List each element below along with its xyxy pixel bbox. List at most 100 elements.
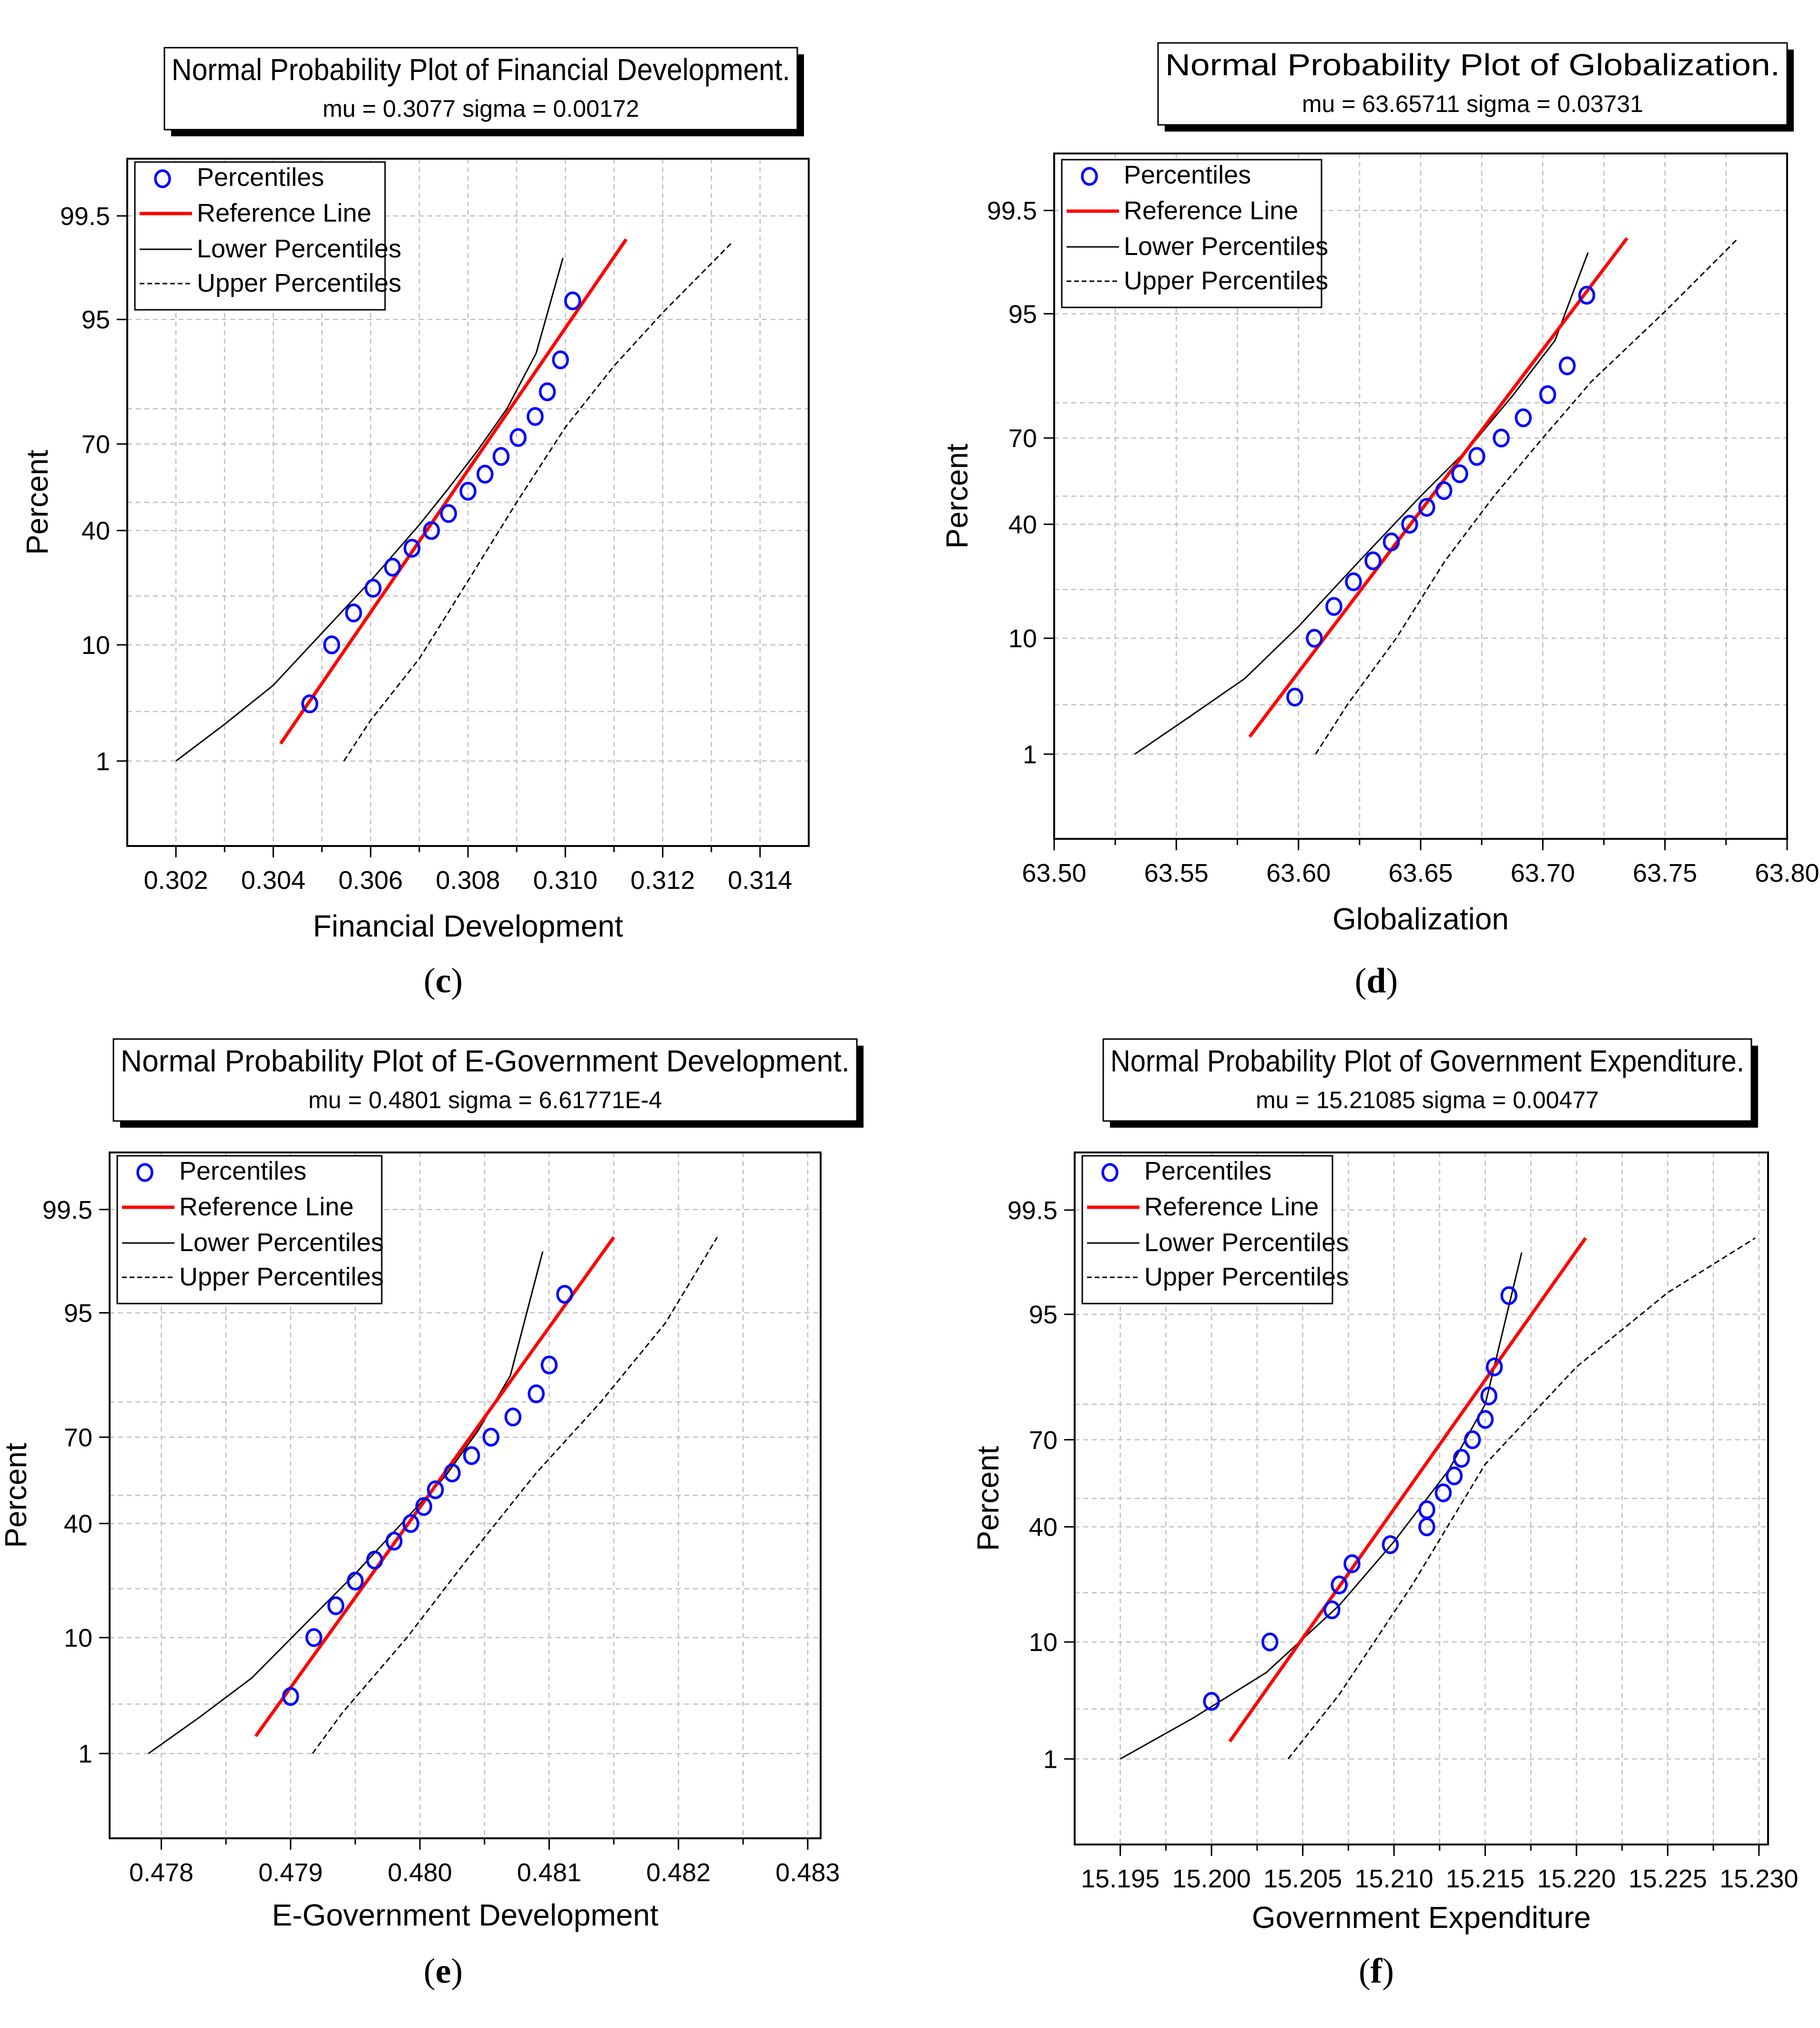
- reference-line: [279, 238, 628, 745]
- percentile-point: [301, 694, 318, 713]
- x-axis-label: E-Government Development: [272, 1898, 658, 1932]
- percentile-point: [540, 1355, 558, 1375]
- percentile-point: [1468, 447, 1485, 466]
- x-tick-label: 63.55: [1144, 859, 1209, 887]
- legend-lower-label: Lower Percentiles: [1144, 1228, 1349, 1257]
- legend-percentiles-marker: [154, 169, 171, 188]
- lower-percentiles-line: [175, 257, 564, 762]
- legend-percentiles-marker: [136, 1163, 153, 1182]
- x-axis-ticks: 15.195 15.200 15.205 15.210 15.215 15.220 15.2…: [1081, 1845, 1798, 1893]
- y-tick-label: 1: [1043, 1745, 1057, 1774]
- upper-percentiles-line: [343, 243, 732, 762]
- x-tick-label: 0.310: [533, 866, 598, 895]
- panel-caption: (c): [424, 961, 463, 1000]
- chart-panel-d: Normal Probability Plot of Globalization…: [940, 42, 1820, 1000]
- percentile-point: [1500, 1286, 1518, 1305]
- percentile-point: [1485, 1357, 1503, 1376]
- legend: Percentiles Reference Line Lower Percentil…: [134, 161, 401, 311]
- y-tick-label: 99.5: [1007, 1196, 1057, 1225]
- y-tick-label: 40: [1029, 1513, 1057, 1542]
- x-axis-ticks: 63.50 63.55 63.60 63.65 63.70 63.75 63.80: [1022, 839, 1820, 887]
- reference-line: [254, 1236, 615, 1737]
- percentile-point: [1418, 498, 1435, 517]
- caption-letter: e: [436, 1952, 451, 1991]
- percentile-points: [1203, 1286, 1518, 1711]
- reference-line: [1228, 1237, 1587, 1743]
- legend: Percentiles Reference Line Lower Percentil…: [1081, 1155, 1349, 1304]
- percentile-point: [323, 635, 340, 654]
- y-tick-label: 40: [1008, 510, 1037, 539]
- x-tick-label: 0.314: [728, 866, 792, 895]
- lower-percentiles-line: [1119, 1252, 1523, 1760]
- y-tick-label: 95: [1029, 1301, 1057, 1329]
- percentile-point: [556, 1284, 573, 1304]
- title-box: [1157, 42, 1788, 126]
- legend-upper-label: Upper Percentiles: [197, 269, 401, 297]
- caption-paren-close: ): [1386, 961, 1398, 1000]
- y-tick-label: 40: [81, 517, 110, 545]
- x-tick-label: 63.65: [1388, 859, 1453, 887]
- caption-paren-open: (: [1355, 961, 1367, 1000]
- caption-letter: c: [436, 961, 451, 1000]
- chart-title: Normal Probability Plot of Globalization…: [1165, 48, 1780, 82]
- percentile-point: [482, 1427, 500, 1447]
- chart-title: Normal Probability Plot of Government Ex…: [1110, 1044, 1744, 1078]
- percentile-point: [427, 1480, 444, 1499]
- percentile-point: [366, 1550, 383, 1569]
- chart-panel-e: Normal Probability Plot of E-Government …: [0, 1038, 864, 1991]
- x-tick-label: 0.304: [241, 866, 305, 895]
- percentile-point: [444, 1463, 461, 1483]
- percentile-point: [528, 1384, 545, 1404]
- legend: Percentiles Reference Line Lower Percentil…: [1061, 159, 1328, 308]
- percentile-point: [1345, 572, 1362, 591]
- percentile-points: [301, 291, 581, 713]
- percentile-point: [1464, 1430, 1481, 1449]
- x-axis-ticks: 0.302 0.304 0.306 0.308 0.310 0.312 0.314: [144, 846, 792, 895]
- percentile-point: [440, 504, 457, 523]
- legend-percentiles-label: Percentiles: [1124, 161, 1251, 189]
- percentile-point: [564, 291, 581, 311]
- percentile-point: [305, 1628, 323, 1647]
- percentile-point: [1435, 481, 1453, 500]
- caption-paren-open: (: [424, 961, 436, 1000]
- percentile-point: [327, 1596, 345, 1615]
- panel-caption: (f): [1359, 1952, 1394, 1991]
- title-box: [1102, 1038, 1752, 1122]
- y-tick-label: 70: [64, 1423, 92, 1452]
- percentile-point: [459, 481, 477, 501]
- percentile-point: [1418, 1500, 1435, 1519]
- y-tick-label: 10: [81, 631, 110, 660]
- percentile-point: [1401, 515, 1418, 534]
- x-tick-label: 15.225: [1628, 1865, 1707, 1893]
- panel-caption: (d): [1355, 961, 1398, 1000]
- caption-paren-close: ): [451, 1952, 463, 1991]
- y-tick-label: 1: [96, 747, 110, 776]
- x-tick-label: 0.481: [517, 1858, 581, 1887]
- x-tick-label: 0.302: [144, 866, 208, 895]
- y-axis-ticks: 1 10 40 70 95 99.5: [1007, 1196, 1075, 1774]
- x-tick-label: 0.482: [646, 1858, 711, 1887]
- caption-letter: d: [1366, 961, 1386, 1000]
- y-tick-label: 10: [64, 1624, 92, 1652]
- x-tick-label: 15.205: [1263, 1865, 1342, 1893]
- chart-subtitle: mu = 15.21085 sigma = 0.00477: [1256, 1087, 1599, 1113]
- legend-upper-label: Upper Percentiles: [179, 1263, 384, 1291]
- y-axis-label: Percent: [20, 450, 54, 555]
- caption-paren-open: (: [1359, 1952, 1371, 1991]
- percentile-point: [463, 1446, 480, 1465]
- y-tick-label: 10: [1008, 624, 1037, 653]
- y-tick-label: 99.5: [42, 1196, 92, 1224]
- percentile-point: [1515, 408, 1532, 428]
- legend-box: [1081, 1155, 1333, 1304]
- legend-upper-label: Upper Percentiles: [1124, 266, 1328, 295]
- chart-panel-c: Normal Probability Plot of Financial Dev…: [20, 47, 810, 1000]
- y-axis-label: Percent: [971, 1446, 1005, 1551]
- lower-percentiles-line: [148, 1251, 544, 1754]
- legend-percentiles-label: Percentiles: [179, 1157, 306, 1185]
- percentile-point: [415, 1497, 432, 1516]
- percentile-point: [346, 1571, 364, 1591]
- x-tick-label: 63.60: [1266, 859, 1331, 887]
- percentile-point: [1539, 385, 1556, 404]
- percentile-point: [1558, 356, 1576, 376]
